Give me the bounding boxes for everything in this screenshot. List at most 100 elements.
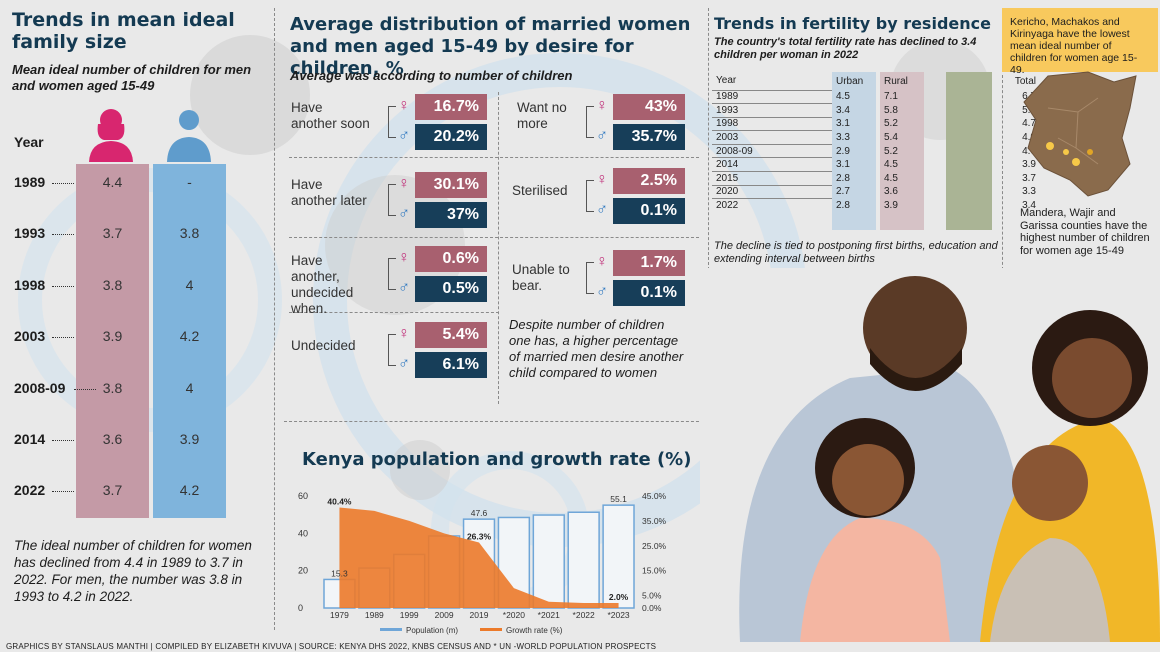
table-cell: 4.6 xyxy=(1022,145,1036,157)
table-cell: 2003 xyxy=(712,130,832,145)
growth-rate-area xyxy=(339,507,619,608)
women-value: 3.7 xyxy=(102,482,123,498)
men-percent: 20.2% xyxy=(415,124,487,150)
ideal-year: 1993 xyxy=(14,225,46,241)
table-cell: 2.8 xyxy=(836,200,850,212)
men-percent: 35.7% xyxy=(613,124,685,150)
table-cell: 1998 xyxy=(712,116,832,131)
male-symbol-icon: ♂ xyxy=(398,127,410,144)
table-cell: 1989 xyxy=(712,89,832,104)
year-leader xyxy=(52,491,74,492)
men-percent: 0.1% xyxy=(613,280,685,306)
table-spacer xyxy=(928,172,994,186)
fertility-table: YearUrbanRuralTotal19894.57.16.719933.45… xyxy=(712,72,1040,213)
table-row: 2020 2.7 3.6 3.3 xyxy=(712,184,1040,199)
women-percent: 16.7% xyxy=(415,94,487,120)
female-symbol-icon: ♀ xyxy=(398,97,410,114)
ideal-subtitle: Mean ideal number of children for men an… xyxy=(12,62,252,93)
y-right-tick: 15.0% xyxy=(642,566,667,576)
men-value: - xyxy=(187,174,192,190)
table-row: 2008-09 2.9 5.2 4.6 xyxy=(712,143,1040,158)
ideal-year: 2003 xyxy=(14,328,46,344)
table-cell: 5.2 xyxy=(884,145,898,157)
kenya-map xyxy=(1023,71,1137,197)
separator xyxy=(289,157,699,158)
ideal-year: 1998 xyxy=(14,277,46,293)
separator xyxy=(1002,75,1003,275)
desire-note: Despite number of children one has, a hi… xyxy=(509,317,684,380)
table-header: Urban xyxy=(836,75,864,87)
men-value: 3.9 xyxy=(179,431,200,447)
x-tick: *2021 xyxy=(538,610,560,620)
bracket xyxy=(388,334,396,366)
legend-label-population: Population (m) xyxy=(406,626,458,635)
table-cell: 2.7 xyxy=(836,186,850,198)
x-tick: 1989 xyxy=(365,610,384,620)
table-cell: 4.7 xyxy=(1022,118,1036,130)
female-symbol-icon: ♀ xyxy=(596,253,608,270)
population-data-label: 15.3 xyxy=(331,568,348,578)
year-leader xyxy=(52,337,74,338)
table-spacer xyxy=(928,90,994,104)
table-row: 2003 3.3 5.4 4.9 xyxy=(712,130,1040,145)
table-spacer xyxy=(928,104,994,118)
ideal-year: 1989 xyxy=(14,174,46,190)
year-leader xyxy=(52,234,74,235)
table-cell: 5.8 xyxy=(884,104,898,116)
total-column-bg xyxy=(946,72,992,230)
bracket xyxy=(586,180,594,212)
female-symbol-icon: ♀ xyxy=(398,249,410,266)
table-cell: 2015 xyxy=(712,171,832,186)
table-cell: 3.7 xyxy=(1022,172,1036,184)
x-tick: 2009 xyxy=(435,610,454,620)
male-symbol-icon: ♂ xyxy=(398,355,410,372)
ideal-note: The ideal number of children for women h… xyxy=(14,538,252,604)
year-header: Year xyxy=(14,134,44,150)
table-cell: 2008-09 xyxy=(712,143,832,158)
women-percent: 43% xyxy=(613,94,685,120)
table-cell: 3.3 xyxy=(1022,186,1036,198)
population-bar xyxy=(602,504,635,609)
table-cell: 4.5 xyxy=(884,172,898,184)
male-symbol-icon: ♂ xyxy=(398,205,410,222)
y-right-tick: 45.0% xyxy=(642,491,667,501)
men-value: 4 xyxy=(185,277,194,293)
year-leader xyxy=(52,286,74,287)
table-cell: 3.9 xyxy=(1022,159,1036,171)
table-cell: 3.1 xyxy=(836,159,850,171)
separator xyxy=(284,421,704,422)
women-value: 3.8 xyxy=(102,277,123,293)
separator xyxy=(274,8,275,630)
separator xyxy=(289,312,499,313)
table-spacer xyxy=(928,72,994,90)
population-data-label: 47.6 xyxy=(471,508,488,518)
bracket xyxy=(586,262,594,294)
growth-data-label: 26.3% xyxy=(467,532,492,542)
desire-category: Have another, undecided when. xyxy=(291,253,354,316)
women-value: 4.4 xyxy=(102,174,123,190)
population-bar xyxy=(532,514,565,609)
women-percent: 5.4% xyxy=(415,322,487,348)
chart-title: Kenya population and growth rate (%) xyxy=(302,449,692,470)
population-bar xyxy=(567,511,600,609)
men-value: 4 xyxy=(185,380,194,396)
table-spacer xyxy=(928,199,994,213)
women-percent: 1.7% xyxy=(613,250,685,276)
women-value: 3.6 xyxy=(102,431,123,447)
separator xyxy=(498,92,499,404)
bracket xyxy=(388,106,396,138)
x-tick: *2022 xyxy=(573,610,595,620)
table-cell: 3.1 xyxy=(836,118,850,130)
table-cell: 4.9 xyxy=(1022,132,1036,144)
y-left-tick: 40 xyxy=(298,528,308,538)
x-tick: 2019 xyxy=(470,610,489,620)
growth-data-label: 2.0% xyxy=(609,592,629,602)
female-symbol-icon: ♀ xyxy=(398,325,410,342)
male-symbol-icon: ♂ xyxy=(596,127,608,144)
table-row: 2022 2.8 3.9 3.4 xyxy=(712,198,1040,213)
lowest-counties-box: Kericho, Machakos and Kirinyaga have the… xyxy=(1002,8,1158,76)
urban-column-bg xyxy=(832,72,876,230)
highest-counties-text: Mandera, Wajir and Garissa counties have… xyxy=(1020,207,1150,257)
table-cell: 5.4 xyxy=(884,132,898,144)
